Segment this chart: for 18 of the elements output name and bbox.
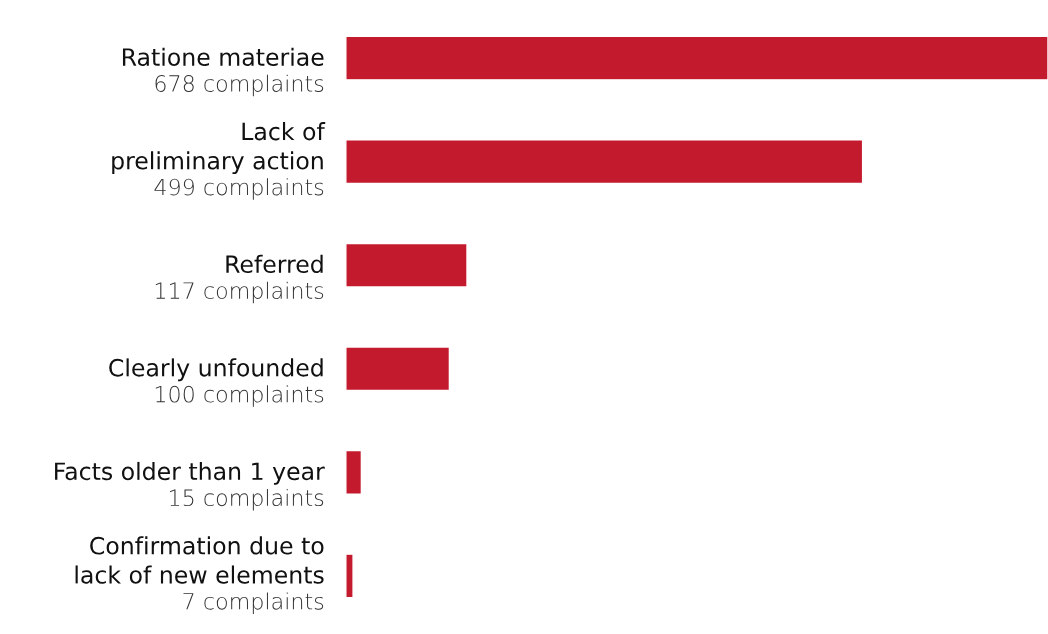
y-tick-label: Facts older than 1 year bbox=[55, 461, 325, 485]
data-label: 15 complaints bbox=[169, 488, 324, 511]
y-tick-label: Ratione materiae bbox=[122, 47, 324, 66]
bar bbox=[345, 35, 1048, 81]
y-tick-label: Confirmation due to lack of new elements bbox=[75, 536, 324, 584]
data-label: 117 complaints bbox=[155, 281, 324, 304]
data-label: 7 complaints bbox=[183, 592, 324, 614]
bar bbox=[345, 139, 864, 185]
y-tick-label: Clearly unfounded bbox=[109, 358, 323, 382]
data-label: 499 complaints bbox=[154, 178, 324, 200]
y-tick-label: Referred bbox=[226, 254, 323, 274]
bar bbox=[345, 449, 363, 495]
bar bbox=[345, 346, 451, 392]
bar bbox=[345, 553, 354, 599]
y-tick-label: Lack of preliminary action bbox=[112, 122, 326, 175]
data-label: 100 complaints bbox=[155, 385, 324, 407]
bar bbox=[345, 242, 468, 288]
data-label: 678 complaints bbox=[155, 74, 324, 97]
